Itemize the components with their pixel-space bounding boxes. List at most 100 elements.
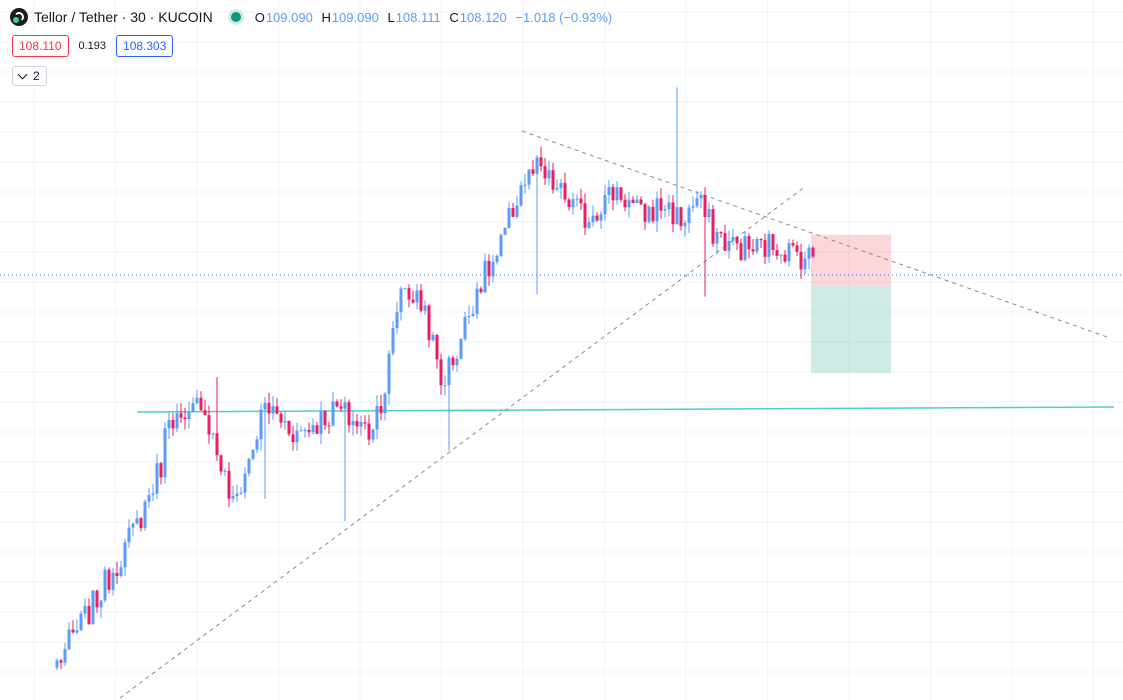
candle [431, 331, 435, 342]
candle-body [291, 434, 295, 443]
candle-body [511, 207, 515, 217]
support-line[interactable] [136, 406, 1115, 413]
candle-body [527, 169, 531, 185]
candle-body [327, 425, 331, 427]
ascending-trendline[interactable] [119, 185, 807, 699]
candle [579, 188, 583, 210]
low-label: L [387, 9, 395, 25]
candle [611, 184, 615, 211]
candle [559, 178, 563, 199]
candle-body [307, 429, 311, 433]
candle-body [783, 254, 787, 262]
candle [639, 196, 643, 205]
candle-body [271, 406, 275, 414]
candle-body [127, 527, 131, 543]
candle-body [135, 518, 139, 524]
candle [179, 403, 183, 424]
candle-body [487, 260, 491, 277]
candle-body [207, 415, 211, 435]
candle [515, 195, 519, 219]
candle-body [159, 463, 163, 478]
candle-body [451, 357, 455, 366]
candle-body [663, 209, 667, 211]
candle-body [671, 202, 675, 225]
candle-body [175, 413, 179, 429]
candle [391, 321, 395, 356]
candle-body [583, 203, 587, 228]
candle-body [115, 572, 119, 576]
candle-body [687, 207, 691, 224]
candle [811, 246, 815, 259]
candle [403, 287, 407, 290]
candle-body [727, 240, 731, 251]
candle [283, 410, 287, 430]
candle-body [375, 406, 379, 430]
candle-body [231, 495, 235, 499]
candle [707, 202, 711, 223]
symbol-title[interactable]: Tellor / Tether · 30 · KUCOIN [34, 9, 213, 25]
candle-body [183, 417, 187, 420]
market-open-status-icon[interactable] [230, 12, 241, 22]
buy-price-button[interactable]: 108.303 [116, 35, 174, 57]
candle [595, 212, 599, 222]
tellor-logo-icon [10, 8, 28, 26]
candle-body [787, 243, 791, 262]
candle [551, 162, 555, 194]
candle-body [303, 429, 307, 431]
candle-body [719, 231, 723, 234]
candle-body [459, 339, 463, 359]
candle [247, 457, 251, 477]
candle [547, 161, 551, 186]
candle-body [319, 411, 323, 434]
candle [647, 205, 651, 224]
candle-body [167, 419, 171, 429]
candle [307, 422, 311, 438]
candle [187, 401, 191, 429]
candle [311, 418, 315, 435]
candle-body [267, 402, 271, 414]
candle [175, 403, 179, 433]
candle [75, 619, 79, 634]
candle [339, 398, 343, 413]
candle-body [567, 199, 571, 208]
candle-body [707, 209, 711, 217]
candle [467, 305, 471, 325]
candle [415, 283, 419, 310]
candle [723, 224, 727, 252]
candle-body [379, 406, 383, 414]
candle [111, 567, 115, 596]
candle-body [299, 430, 303, 432]
spread-value: 0.193 [78, 40, 107, 52]
candle [703, 186, 707, 297]
candle-body [415, 290, 419, 303]
candle [663, 205, 667, 218]
stop-loss-zone[interactable] [811, 234, 891, 287]
candle [119, 560, 123, 578]
candle [383, 392, 387, 421]
candle [363, 415, 367, 430]
candle [319, 401, 323, 445]
candle [95, 589, 99, 613]
candle [511, 202, 515, 218]
candle-body [523, 184, 527, 186]
take-profit-zone[interactable] [811, 286, 891, 373]
candle-body [535, 157, 539, 174]
candle-body [547, 170, 551, 179]
indicators-toggle-button[interactable]: 2 [12, 66, 47, 86]
candle [295, 422, 299, 451]
candle-body [315, 425, 319, 434]
candle-body [779, 254, 783, 256]
candle [123, 539, 127, 577]
position-zones[interactable] [811, 234, 891, 373]
candle [235, 484, 239, 502]
candle [563, 172, 567, 203]
candle-body [163, 428, 167, 478]
candle [275, 398, 279, 415]
candle [759, 238, 763, 249]
candle [207, 405, 211, 444]
candle-body [463, 316, 467, 340]
sell-price-button[interactable]: 108.110 [12, 35, 69, 57]
candle-body [383, 393, 387, 414]
